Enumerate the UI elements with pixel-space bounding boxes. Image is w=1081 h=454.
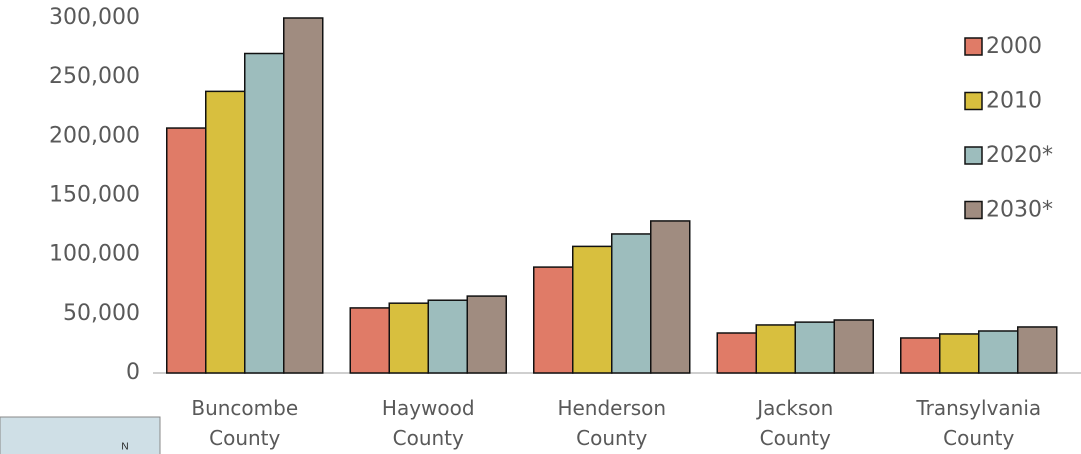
legend-swatch bbox=[964, 200, 983, 220]
bar bbox=[244, 52, 285, 374]
bar bbox=[283, 17, 324, 374]
y-tick-label: 250,000 bbox=[49, 64, 140, 89]
legend-label: 2020* bbox=[986, 143, 1053, 168]
y-tick-label: 200,000 bbox=[49, 123, 140, 148]
y-tick-label: 150,000 bbox=[49, 183, 140, 208]
legend-swatch bbox=[964, 37, 983, 56]
bar bbox=[939, 333, 980, 374]
bar bbox=[1017, 326, 1058, 374]
bar bbox=[388, 302, 429, 374]
y-tick-label: 0 bbox=[126, 360, 140, 385]
legend-label: 2010 bbox=[986, 89, 1042, 114]
bar bbox=[349, 307, 390, 374]
x-tick-label: Buncombe County bbox=[191, 396, 299, 450]
y-tick-label: 100,000 bbox=[49, 242, 140, 267]
x-tick-label: Haywood County bbox=[381, 396, 475, 450]
bar bbox=[466, 295, 507, 374]
x-tick-label: Transylvania County bbox=[916, 396, 1042, 450]
bar bbox=[205, 90, 246, 374]
bar bbox=[755, 324, 796, 374]
bar bbox=[572, 245, 613, 374]
bar bbox=[533, 266, 574, 374]
bar bbox=[427, 299, 468, 374]
north-label: N bbox=[121, 442, 128, 453]
bar bbox=[978, 330, 1019, 374]
y-tick-label: 50,000 bbox=[63, 301, 140, 326]
bar bbox=[833, 319, 874, 374]
x-tick-label: Jackson County bbox=[757, 396, 834, 450]
legend-swatch bbox=[964, 146, 983, 165]
x-tick-label: Henderson County bbox=[557, 396, 667, 450]
legend-label: 2000 bbox=[986, 34, 1042, 59]
bar bbox=[611, 233, 652, 374]
y-tick-label: 300,000 bbox=[49, 5, 140, 30]
bar bbox=[794, 321, 835, 374]
legend-swatch bbox=[964, 91, 983, 111]
bar bbox=[716, 332, 757, 374]
legend-label: 2030* bbox=[986, 198, 1053, 223]
inset-map bbox=[0, 416, 161, 454]
bar bbox=[900, 337, 941, 374]
bar bbox=[650, 220, 691, 374]
bar bbox=[166, 127, 207, 374]
